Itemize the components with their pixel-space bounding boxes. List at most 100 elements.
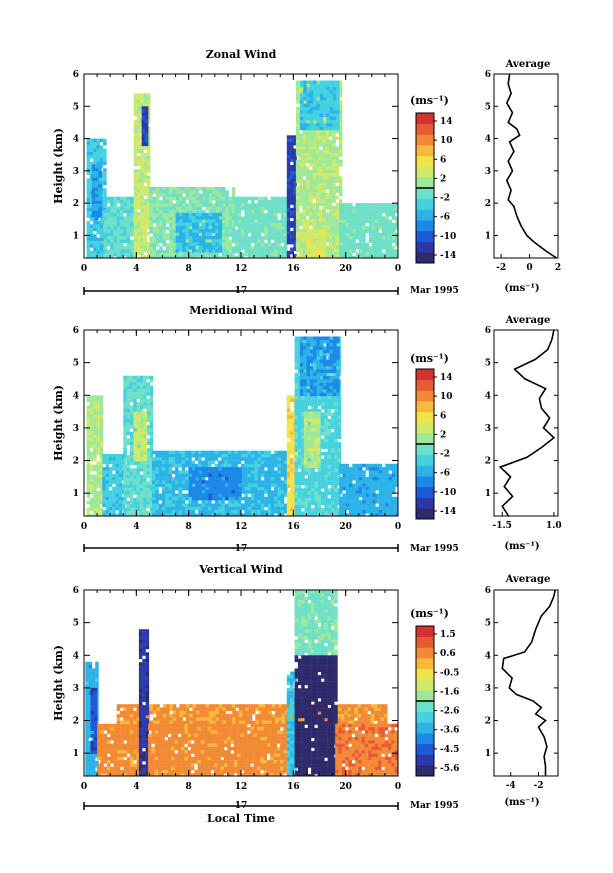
colorbar-tick-label: -1.6	[440, 687, 459, 697]
heatmap-block	[188, 467, 242, 501]
x-tick-label: 20	[339, 522, 352, 532]
average-x-tick-label: -2	[534, 781, 544, 791]
heatmap-field	[86, 80, 398, 258]
x-tick-label: 12	[235, 264, 248, 274]
heatmap-block	[299, 336, 340, 397]
colorbar-swatch	[416, 209, 434, 221]
colorbar-swatch	[416, 220, 434, 232]
y-axis-label: Height (km)	[52, 128, 65, 204]
x-tick-label: 0	[395, 782, 401, 792]
colorbar-swatch	[416, 486, 434, 498]
colorbar-swatch	[416, 679, 434, 691]
colorbar-tick-label: -14	[440, 251, 456, 261]
average-x-tick-label: 1.0	[546, 521, 562, 531]
colorbar-swatch	[416, 433, 434, 445]
y-tick-label: 1	[73, 749, 79, 759]
y-tick-label: 1	[73, 489, 79, 499]
colorbar-swatch	[416, 379, 434, 391]
colorbar-tick-label: 14	[440, 117, 453, 127]
colorbar-tick-label: 2	[440, 430, 446, 440]
day-label: 17	[235, 286, 248, 296]
colorbar-swatch	[416, 497, 434, 509]
average-title: Average	[505, 59, 551, 70]
average-profile: 1 2 3 4 5 6 -2 0 2	[485, 70, 561, 273]
x-tick-label: 4	[133, 782, 139, 792]
colorbar-swatch	[416, 444, 434, 456]
colorbar: 14 10 6 2 -2 -6 -10 -14	[415, 368, 456, 520]
colorbar-tick-label: 6	[440, 411, 446, 421]
y-tick-label: 5	[73, 359, 79, 369]
colorbar-swatch	[416, 155, 434, 167]
x-axis-label: Local Time	[207, 812, 275, 825]
x-tick-label: 4	[133, 264, 139, 274]
colorbar-tick-label: -2	[440, 450, 450, 460]
heatmap-block	[303, 411, 321, 468]
colorbar-swatch	[416, 177, 434, 189]
y-tick-label: 5	[73, 102, 79, 112]
average-y-tick-label: 4	[485, 135, 491, 145]
average-profile: 1 2 3 4 5 6 -4 -2	[485, 586, 559, 791]
day-label: 17	[235, 544, 248, 554]
colorbar-tick-label: -6	[440, 213, 450, 223]
colorbar-swatch	[416, 166, 434, 178]
average-y-tick-label: 5	[485, 619, 491, 629]
date-label: Mar 1995	[410, 286, 459, 296]
heatmap-field	[86, 336, 398, 516]
average-y-tick-label: 1	[485, 489, 491, 499]
panel-title: Vertical Wind	[198, 563, 283, 576]
average-y-tick-label: 1	[485, 231, 491, 241]
y-tick-label: 3	[73, 684, 79, 694]
heatmap-block	[90, 687, 98, 755]
colorbar-swatch	[416, 733, 434, 745]
colorbar-swatch	[416, 626, 434, 638]
colorbar-swatch	[416, 754, 434, 766]
colorbar-tick-label: 2	[440, 174, 446, 184]
heatmap-block	[294, 655, 338, 776]
average-y-tick-label: 2	[485, 457, 491, 467]
colorbar-tick-label: 1.5	[440, 630, 456, 640]
colorbar-tick-label: 10	[440, 136, 453, 146]
y-tick-label: 6	[73, 70, 79, 80]
x-tick-label: 12	[235, 782, 248, 792]
heatmap-block	[234, 196, 288, 258]
colorbar-swatch	[416, 454, 434, 466]
colorbar-tick-label: -6	[440, 469, 450, 479]
day-label: 17	[235, 801, 248, 811]
colorbar-swatch	[416, 123, 434, 135]
colorbar-swatch	[416, 668, 434, 680]
y-tick-label: 2	[73, 199, 79, 209]
y-tick-label: 1	[73, 231, 79, 241]
colorbar-tick-label: -2	[440, 194, 450, 204]
average-x-tick-label: -2	[496, 263, 506, 273]
y-tick-label: 2	[73, 457, 79, 467]
colorbar-swatch	[416, 636, 434, 648]
colorbar-unit: (ms⁻¹)	[410, 352, 449, 365]
colorbar-unit: (ms⁻¹)	[410, 94, 449, 107]
x-tick-label: 0	[395, 522, 401, 532]
average-profile-line	[501, 589, 556, 776]
average-xlabel: (ms⁻¹)	[504, 541, 539, 552]
colorbar-tick-label: 0.6	[440, 649, 456, 659]
average-y-tick-label: 6	[485, 586, 491, 596]
average-frame	[493, 73, 559, 259]
colorbar-tick-label: 6	[440, 155, 446, 165]
colorbar-tick-label: -10	[440, 232, 456, 242]
colorbar-unit: (ms⁻¹)	[410, 607, 449, 620]
average-y-tick-label: 4	[485, 651, 491, 661]
y-tick-label: 4	[73, 651, 79, 661]
average-y-tick-label: 3	[485, 424, 491, 434]
colorbar-tick-label: 14	[440, 373, 453, 383]
average-y-tick-label: 2	[485, 717, 491, 727]
y-tick-label: 3	[73, 167, 79, 177]
colorbar-swatch	[416, 252, 434, 264]
heatmap-block	[102, 454, 126, 516]
x-tick-label: 0	[81, 264, 87, 274]
colorbar-swatch	[416, 369, 434, 381]
heatmap-field	[85, 590, 398, 776]
x-tick-label: 16	[287, 522, 300, 532]
y-tick-label: 6	[73, 326, 79, 336]
colorbar-swatch	[416, 411, 434, 423]
colorbar-swatch	[416, 390, 434, 402]
average-y-tick-label: 6	[485, 70, 491, 80]
